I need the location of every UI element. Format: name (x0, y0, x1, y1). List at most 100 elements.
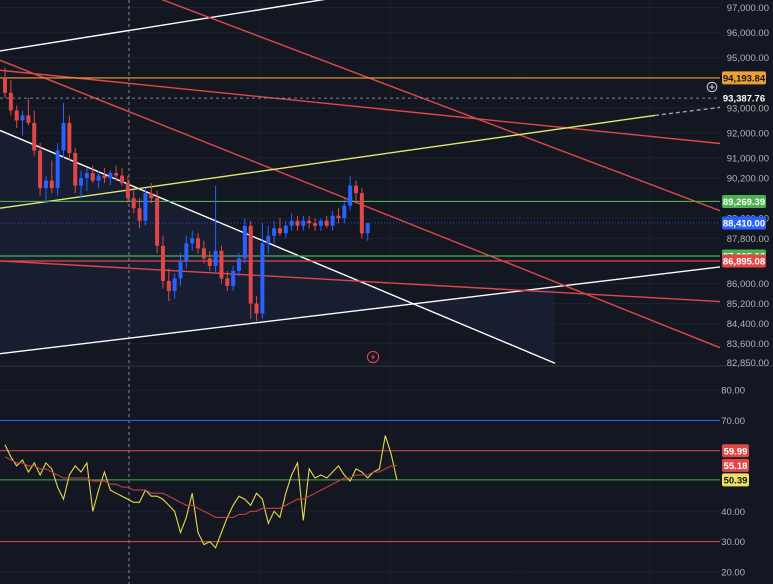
candle-body (90, 173, 95, 181)
candle-body (67, 122, 72, 154)
price-badge-label: 50.39 (724, 475, 748, 486)
trendline[interactable] (0, 114, 656, 209)
oscillator-axis[interactable]: 80.00 70.00 40.00 30.00 20.00 (721, 386, 745, 579)
price-badge: 50.39 (722, 473, 749, 487)
candle-body (318, 220, 323, 226)
price-tick-label: 96,000.00 (727, 28, 769, 39)
price-badge-label: 94,193.84 (723, 73, 766, 84)
candle-body (260, 243, 265, 314)
price-badge: 55.18 (722, 458, 749, 472)
price-badge: 93,387.76 (723, 94, 765, 105)
trendline[interactable] (0, 266, 720, 355)
trendline[interactable] (0, 0, 400, 52)
price-badges: 94,193.8493,387.7689,269.3988,410.0087,0… (722, 71, 766, 487)
candle-body (354, 185, 358, 194)
candle-body (237, 258, 241, 271)
price-axis[interactable]: 97,000.00 96,000.00 95,000.00 93,000.00 92,0… (727, 3, 769, 369)
candle-body (160, 245, 165, 281)
price-badge: 59.99 (722, 444, 749, 458)
oscillator-series (4, 435, 398, 549)
oscillator-line (4, 435, 398, 549)
candle-body (348, 185, 353, 206)
candle-body (43, 180, 48, 189)
price-tick-label: 92,000.00 (727, 128, 769, 139)
candle-body (201, 248, 206, 259)
candle-body (79, 178, 84, 186)
candle-body (196, 238, 201, 249)
candle-body (102, 175, 107, 179)
candle-body (20, 115, 25, 121)
candle-body (324, 220, 329, 226)
price-badge: 89,269.39 (722, 194, 766, 208)
candle-body (301, 220, 306, 226)
lightning-icon[interactable] (366, 350, 380, 364)
candle-body (3, 77, 7, 93)
price-badge-label: 89,269.39 (723, 197, 765, 208)
oscillator-levels (0, 420, 720, 543)
candle-body (73, 153, 78, 186)
crosshair-plus-icon[interactable] (706, 81, 718, 93)
candle-body (207, 258, 212, 266)
price-tick-label: 90,200.00 (727, 174, 769, 185)
candle-body (213, 250, 218, 266)
candlestick-series (3, 67, 370, 322)
trendline[interactable] (0, 69, 720, 145)
price-badge: 86,895.08 (722, 254, 766, 268)
candle-body (32, 122, 37, 151)
oscillator-tick-label: 20.00 (721, 567, 745, 578)
candle-body (120, 175, 124, 184)
price-tick-label: 85,200.00 (727, 299, 769, 310)
candle-body (49, 180, 54, 189)
candle-body (342, 205, 347, 219)
candle-body (155, 198, 160, 246)
trendline[interactable] (130, 0, 720, 212)
candle-body (190, 238, 195, 244)
price-tick-label: 95,000.00 (727, 53, 769, 64)
candle-body (84, 173, 89, 179)
trendline[interactable] (0, 260, 720, 303)
oscillator-pane[interactable] (0, 420, 720, 549)
oscillator-line (4, 456, 397, 518)
candle-body (14, 110, 19, 121)
price-badge-label: 88,410.00 (723, 219, 765, 230)
candle-body (307, 220, 312, 224)
price-tick-label: 91,000.00 (727, 154, 769, 165)
price-badge-label: 93,387.76 (723, 94, 765, 105)
candle-body (55, 150, 60, 189)
candle-body (359, 193, 364, 234)
price-badge-label: 55.18 (724, 461, 748, 472)
candle-body (242, 225, 247, 259)
candle-body (248, 225, 253, 304)
candle-body (96, 175, 101, 181)
oscillator-tick-label: 70.00 (721, 416, 745, 427)
trendline[interactable] (654, 106, 720, 117)
price-tick-label: 97,000.00 (727, 3, 769, 14)
candle-body (330, 215, 335, 226)
price-tick-label: 83,600.00 (727, 339, 769, 350)
candle-body (178, 260, 183, 279)
price-pane[interactable] (0, 0, 720, 364)
candle-body (184, 243, 189, 261)
candle-body (26, 115, 31, 123)
price-tick-label: 84,400.00 (727, 319, 769, 330)
candle-body (225, 278, 230, 286)
price-tick-label: 93,000.00 (727, 103, 769, 114)
oscillator-tick-label: 40.00 (721, 507, 745, 518)
candle-body (272, 228, 277, 236)
price-badge: 88,410.00 (722, 216, 766, 230)
price-tick-label: 86,000.00 (727, 279, 769, 290)
candle-body (254, 303, 259, 314)
candle-body (137, 208, 142, 221)
candle-body (125, 183, 130, 199)
oscillator-tick-label: 30.00 (721, 537, 745, 548)
price-badge-label: 59.99 (724, 446, 748, 457)
candle-body (38, 150, 43, 189)
candle-body (266, 235, 271, 244)
candle-body (231, 270, 236, 286)
candle-body (143, 193, 148, 221)
candle-body (295, 220, 300, 226)
candle-body (131, 198, 136, 209)
oscillator-tick-label: 80.00 (721, 386, 745, 397)
candle-body (289, 220, 294, 226)
